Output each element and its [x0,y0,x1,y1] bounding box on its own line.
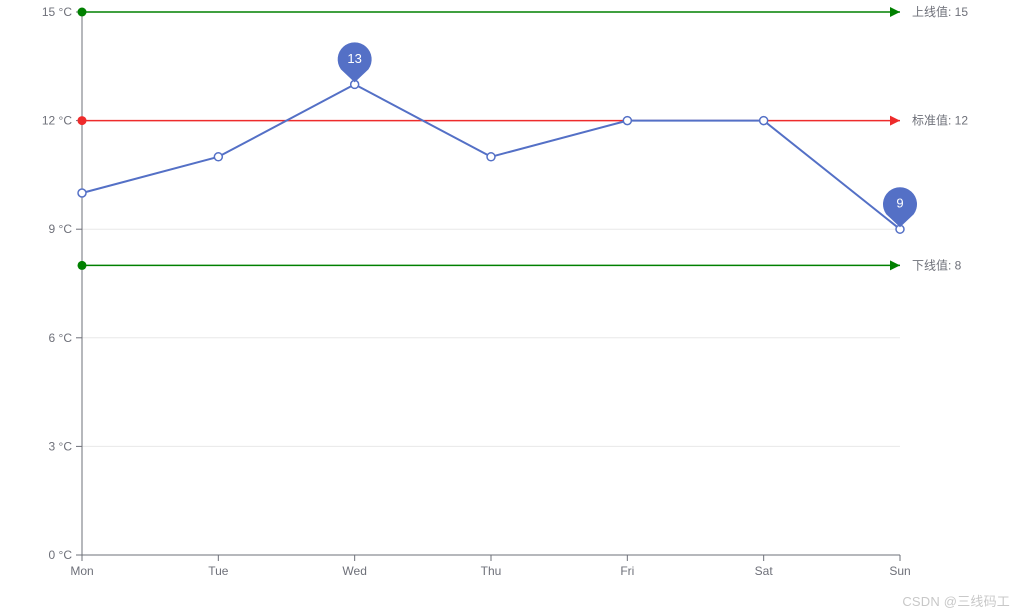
x-tick-label: Thu [481,564,502,578]
x-tick-label: Sun [889,564,910,578]
watermark-text: CSDN @三线码工 [902,591,1010,610]
series-marker [78,189,86,197]
series-marker [214,153,222,161]
x-tick-label: Wed [342,564,366,578]
svg-text:13: 13 [347,51,361,66]
y-tick-label: 6 °C [49,331,73,345]
y-tick-label: 15 °C [42,5,72,19]
markline-arrow [890,7,900,17]
markline-label-lower: 下线值: 8 [912,257,962,272]
y-tick-label: 9 °C [49,222,73,236]
x-tick-label: Sat [755,564,774,578]
y-tick-label: 0 °C [49,548,73,562]
series-marker [487,153,495,161]
y-tick-label: 12 °C [42,114,72,128]
markline-arrow [890,260,900,270]
markline-arrow [890,116,900,126]
temperature-line-chart: 0 °C 3 °C 6 °C 9 °C 12 °C 15 °C Mon Tue Wed Thu Fr… [0,0,1020,614]
y-tick-label: 3 °C [49,439,73,453]
markline-label-upper: 上线值: 15 [912,4,968,19]
x-tick-label: Fri [620,564,634,578]
svg-text:9: 9 [896,196,903,211]
markpoint-max: 13 [338,42,372,82]
x-tick-label: Tue [208,564,229,578]
series-marker [760,117,768,125]
markpoint-min: 9 [883,187,917,227]
markline-label-standard: 标准值: 12 [912,113,968,128]
x-tick-label: Mon [70,564,93,578]
series-marker [623,117,631,125]
